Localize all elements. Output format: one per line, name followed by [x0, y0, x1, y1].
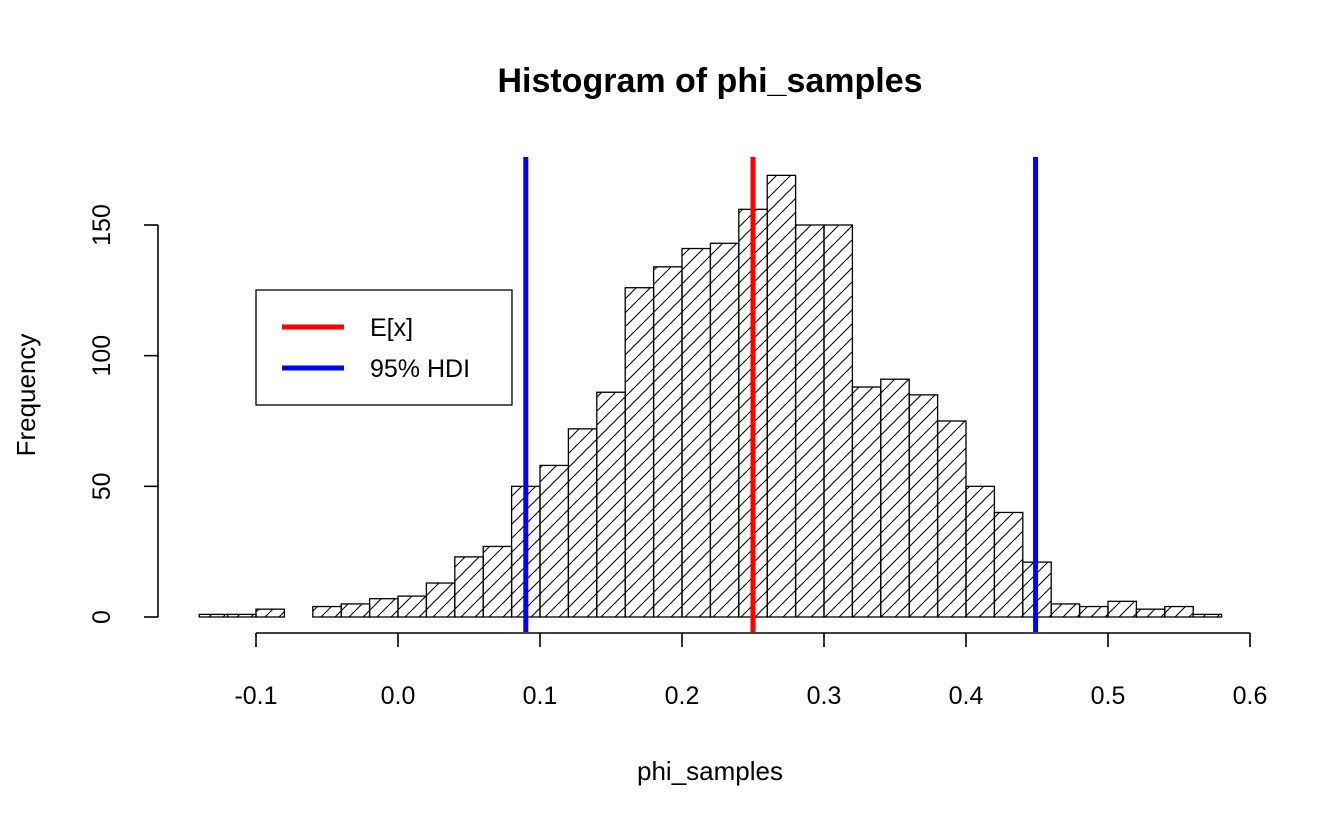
- y-axis: 0 50 100 150: [88, 204, 159, 624]
- x-tick-label: 0.5: [1091, 682, 1126, 710]
- histogram-bar: [368, 598, 399, 618]
- x-tick-label: 0.6: [1233, 682, 1268, 710]
- histogram-bar: [596, 391, 626, 618]
- histogram-bar: [454, 556, 484, 618]
- histogram-bar: [766, 174, 797, 618]
- histogram-bar: [1135, 608, 1166, 618]
- x-axis-label: phi_samples: [637, 756, 783, 786]
- histogram-bar: [1192, 613, 1223, 618]
- legend: E[x] 95% HDI: [255, 289, 513, 406]
- y-tick-label: 50: [88, 472, 116, 500]
- histogram-bar: [1164, 605, 1194, 618]
- x-tick-label: 0.2: [665, 682, 700, 710]
- histogram-bar: [226, 613, 257, 618]
- x-tick-label: 0.3: [807, 682, 842, 710]
- histogram-bar: [255, 608, 286, 618]
- histogram-bar: [823, 224, 854, 618]
- reference-lines: [523, 157, 1039, 632]
- histogram-bar: [425, 582, 456, 618]
- legend-box: [255, 289, 513, 406]
- histogram-bar: [936, 420, 967, 618]
- bars-group: [198, 174, 1223, 618]
- histogram-bar: [965, 485, 996, 618]
- histogram-bar: [198, 613, 229, 618]
- histogram-bar: [652, 266, 683, 618]
- histogram-bar: [1107, 600, 1138, 618]
- x-tick-label: 0.4: [949, 682, 984, 710]
- x-tick-label: 0.0: [381, 682, 416, 710]
- x-tick-label: 0.1: [523, 682, 558, 710]
- histogram-bar: [1078, 605, 1109, 618]
- legend-label-hdi: 95% HDI: [370, 355, 470, 383]
- y-tick-label: 100: [88, 335, 116, 377]
- histogram-bar: [397, 595, 428, 618]
- legend-label-mean: E[x]: [370, 314, 413, 342]
- histogram-bar: [312, 605, 342, 618]
- histogram-bar: [567, 428, 598, 618]
- y-tick-label: 150: [88, 204, 116, 246]
- histogram-bar: [709, 242, 740, 618]
- histogram-bar: [681, 247, 712, 618]
- x-axis: -0.1 0.0 0.1 0.2 0.3 0.4 0.5 0.6: [234, 632, 1268, 710]
- histogram-bar: [908, 394, 939, 618]
- y-tick-label: 0: [88, 610, 116, 624]
- x-tick-label: -0.1: [234, 682, 277, 710]
- histogram-bar: [794, 224, 825, 618]
- histogram-bar: [624, 287, 655, 618]
- y-axis-label: Frequency: [11, 334, 41, 457]
- histogram-bar: [539, 464, 570, 618]
- histogram-bar: [340, 603, 371, 618]
- histogram-bar: [993, 511, 1024, 618]
- chart-title: Histogram of phi_samples: [497, 62, 922, 100]
- histogram-bar: [482, 545, 513, 618]
- histogram-bar: [880, 378, 910, 618]
- histogram-bar: [851, 386, 882, 618]
- histogram-bar: [1050, 603, 1081, 618]
